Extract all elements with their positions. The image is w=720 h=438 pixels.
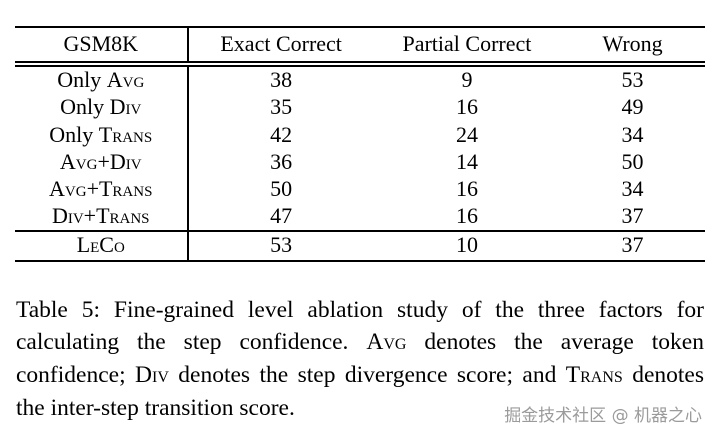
cell-exact: 50 [270,175,293,201]
cell-exact: 35 [270,94,293,120]
cell-partial: 9 [461,67,473,93]
cell-wrong: 50 [621,148,644,174]
row-label-smallcaps: Trans [98,121,153,147]
table-caption: Table 5: Fine-grained level ablation stu… [16,294,704,426]
table-row: Avg+Trans 50 16 34 [15,175,705,204]
cell-partial: 16 [455,203,478,229]
cell-exact: 38 [270,67,293,93]
header-exact-correct: Exact Correct [187,27,374,68]
row-label-smallcaps: Div [109,94,142,120]
table-row-leco: LeCo 53 10 37 [15,230,705,261]
row-label: Only Avg [15,64,189,95]
table-row: Div+Trans 47 16 37 [15,203,705,232]
cell-wrong: 34 [621,121,644,147]
cell-partial: 10 [373,230,561,261]
row-label: Div+Trans [15,203,189,232]
cell-exact: 36 [270,148,293,174]
cell-partial: 16 [455,94,478,120]
cell-partial: 24 [455,121,478,147]
cell-wrong: 34 [621,175,644,201]
row-label-prefix: Only [49,121,99,147]
cell-wrong: 49 [621,94,644,120]
cell-exact: 53 [187,230,374,261]
header-partial-correct: Partial Correct [373,27,561,68]
cell-partial: 16 [455,175,478,201]
cell-exact: 42 [270,121,293,147]
row-label-smallcaps: LeCo [76,232,125,258]
cell-wrong: 37 [560,230,705,261]
row-label-smallcaps: Div+Trans [51,203,150,229]
row-label-prefix: Only [57,67,107,93]
row-label: Only Trans [15,121,189,149]
caption-text: denotes the average token confidence; [16,329,704,389]
caption-text: Table 5: Fine-grained level ablation stu… [16,296,704,356]
caption-text: denotes the inter-step transition score. [16,362,704,422]
ablation-table: GSM8K Exact Correct Partial Correct Wron… [15,26,705,262]
header-gsm8k: GSM8K [15,27,189,68]
row-label-smallcaps: Avg+Trans [49,175,153,201]
caption-smallcaps-avg: Avg [366,329,407,356]
row-label: Avg+Trans [15,175,189,204]
row-label: Avg+Div [15,148,189,176]
cell-exact: 47 [270,203,293,229]
row-label: LeCo [15,230,189,261]
cell-wrong: 37 [621,203,644,229]
cell-wrong: 53 [621,67,644,93]
row-label-smallcaps: Avg+Div [59,148,142,174]
watermark: 掘金技术社区 @ 机器之心 [504,406,702,426]
table-row: Only Trans 42 24 34 [15,121,705,149]
table-header-row: GSM8K Exact Correct Partial Correct Wron… [15,27,705,68]
table-row: Avg+Div 36 14 50 [15,148,705,176]
paper-page: GSM8K Exact Correct Partial Correct Wron… [15,26,705,426]
caption-smallcaps-trans: Trans [565,362,623,389]
caption-smallcaps-div: Div [135,362,169,389]
cell-partial: 14 [455,148,478,174]
row-label-prefix: Only [60,94,110,120]
row-label: Only Div [15,94,189,122]
header-wrong: Wrong [560,27,705,68]
table-row: Only Div 35 16 49 [15,94,705,122]
caption-text: denotes the step divergence score; and [168,362,566,389]
row-label-smallcaps: Avg [106,67,145,93]
table-row: Only Avg 38 9 53 [15,64,705,95]
